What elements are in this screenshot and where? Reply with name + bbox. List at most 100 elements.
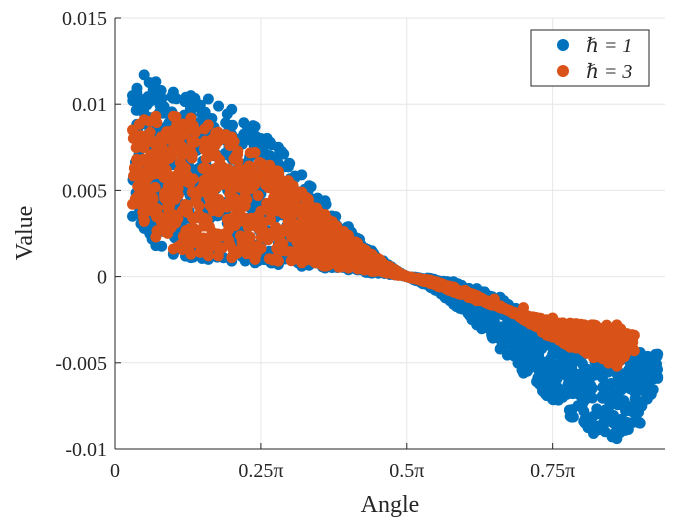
data-point [276, 145, 288, 157]
data-point [232, 148, 244, 160]
data-point [221, 201, 233, 213]
data-point [165, 221, 177, 233]
data-point [210, 149, 222, 161]
data-point [224, 188, 236, 200]
data-point [203, 192, 215, 204]
data-point [238, 180, 250, 192]
data-point [549, 318, 561, 330]
data-point [199, 123, 211, 135]
data-point [250, 130, 262, 142]
data-point [186, 135, 198, 147]
y-tick-label: -0.005 [55, 353, 107, 375]
data-point [200, 153, 212, 165]
data-point [151, 225, 163, 237]
data-point [314, 236, 326, 248]
legend-label-series-1: ℏ = 1 [586, 35, 632, 57]
data-point [580, 320, 592, 332]
data-point [158, 161, 170, 173]
data-point [207, 168, 219, 180]
data-point [179, 128, 191, 140]
data-point [147, 79, 159, 91]
data-point [532, 372, 544, 384]
data-point [137, 206, 149, 218]
data-point [167, 136, 179, 148]
data-point [273, 168, 285, 180]
data-point [244, 147, 256, 159]
data-point [652, 371, 664, 383]
data-point [586, 420, 598, 432]
data-point [486, 309, 498, 321]
data-point [367, 250, 379, 262]
data-point [323, 246, 335, 258]
data-point [227, 250, 239, 262]
data-point [159, 192, 171, 204]
data-point [550, 393, 562, 405]
data-point [221, 108, 233, 120]
data-point [286, 216, 298, 228]
data-points [127, 69, 664, 445]
data-point [482, 318, 494, 330]
data-point [630, 365, 642, 377]
data-point [288, 201, 300, 213]
data-point [629, 406, 641, 418]
data-point [562, 327, 574, 339]
y-tick-label: 0.01 [72, 94, 107, 116]
x-tick-label: 0.75π [530, 460, 575, 482]
data-point [329, 229, 341, 241]
data-point [219, 132, 231, 144]
data-point [555, 349, 567, 361]
data-point [198, 174, 210, 186]
data-point [176, 147, 188, 159]
data-point [224, 140, 236, 152]
data-point [632, 374, 644, 386]
data-point [242, 221, 254, 233]
data-point [157, 145, 169, 157]
data-point [156, 240, 168, 252]
data-point [199, 242, 211, 254]
y-tick-label: 0.015 [62, 8, 107, 30]
data-point [194, 99, 206, 111]
y-axis-label: Value [12, 206, 38, 261]
y-tick-label: 0 [97, 267, 107, 289]
legend-marker-series-2 [557, 65, 569, 77]
data-point [339, 248, 351, 260]
data-point [604, 342, 616, 354]
x-axis-ticks: 0 0.25π 0.5π 0.75π [110, 443, 575, 482]
data-point [597, 381, 609, 393]
data-point [312, 215, 324, 227]
data-point [270, 230, 282, 242]
data-point [263, 253, 275, 265]
data-point [616, 328, 628, 340]
x-tick-label: 0.5π [389, 460, 424, 482]
data-point [190, 229, 202, 241]
data-point [590, 323, 602, 335]
data-point [134, 190, 146, 202]
data-point [516, 346, 528, 358]
data-point [326, 216, 338, 228]
data-point [565, 378, 577, 390]
data-point [613, 349, 625, 361]
data-point [343, 238, 355, 250]
data-point [223, 219, 235, 231]
data-point [155, 216, 167, 228]
data-point [618, 375, 630, 387]
data-point [280, 192, 292, 204]
data-point [213, 241, 225, 253]
data-point [630, 384, 642, 396]
data-point [501, 349, 513, 361]
data-point [572, 400, 584, 412]
data-point [336, 258, 348, 270]
data-point [149, 136, 161, 148]
data-point [260, 163, 272, 175]
data-point [597, 353, 609, 365]
data-point [540, 316, 552, 328]
data-point [597, 417, 609, 429]
data-point [165, 177, 177, 189]
data-point [265, 204, 277, 216]
data-point [605, 331, 617, 343]
data-point [386, 262, 398, 274]
data-point [645, 384, 657, 396]
x-axis-label: Angle [361, 492, 420, 518]
data-point [651, 350, 663, 362]
